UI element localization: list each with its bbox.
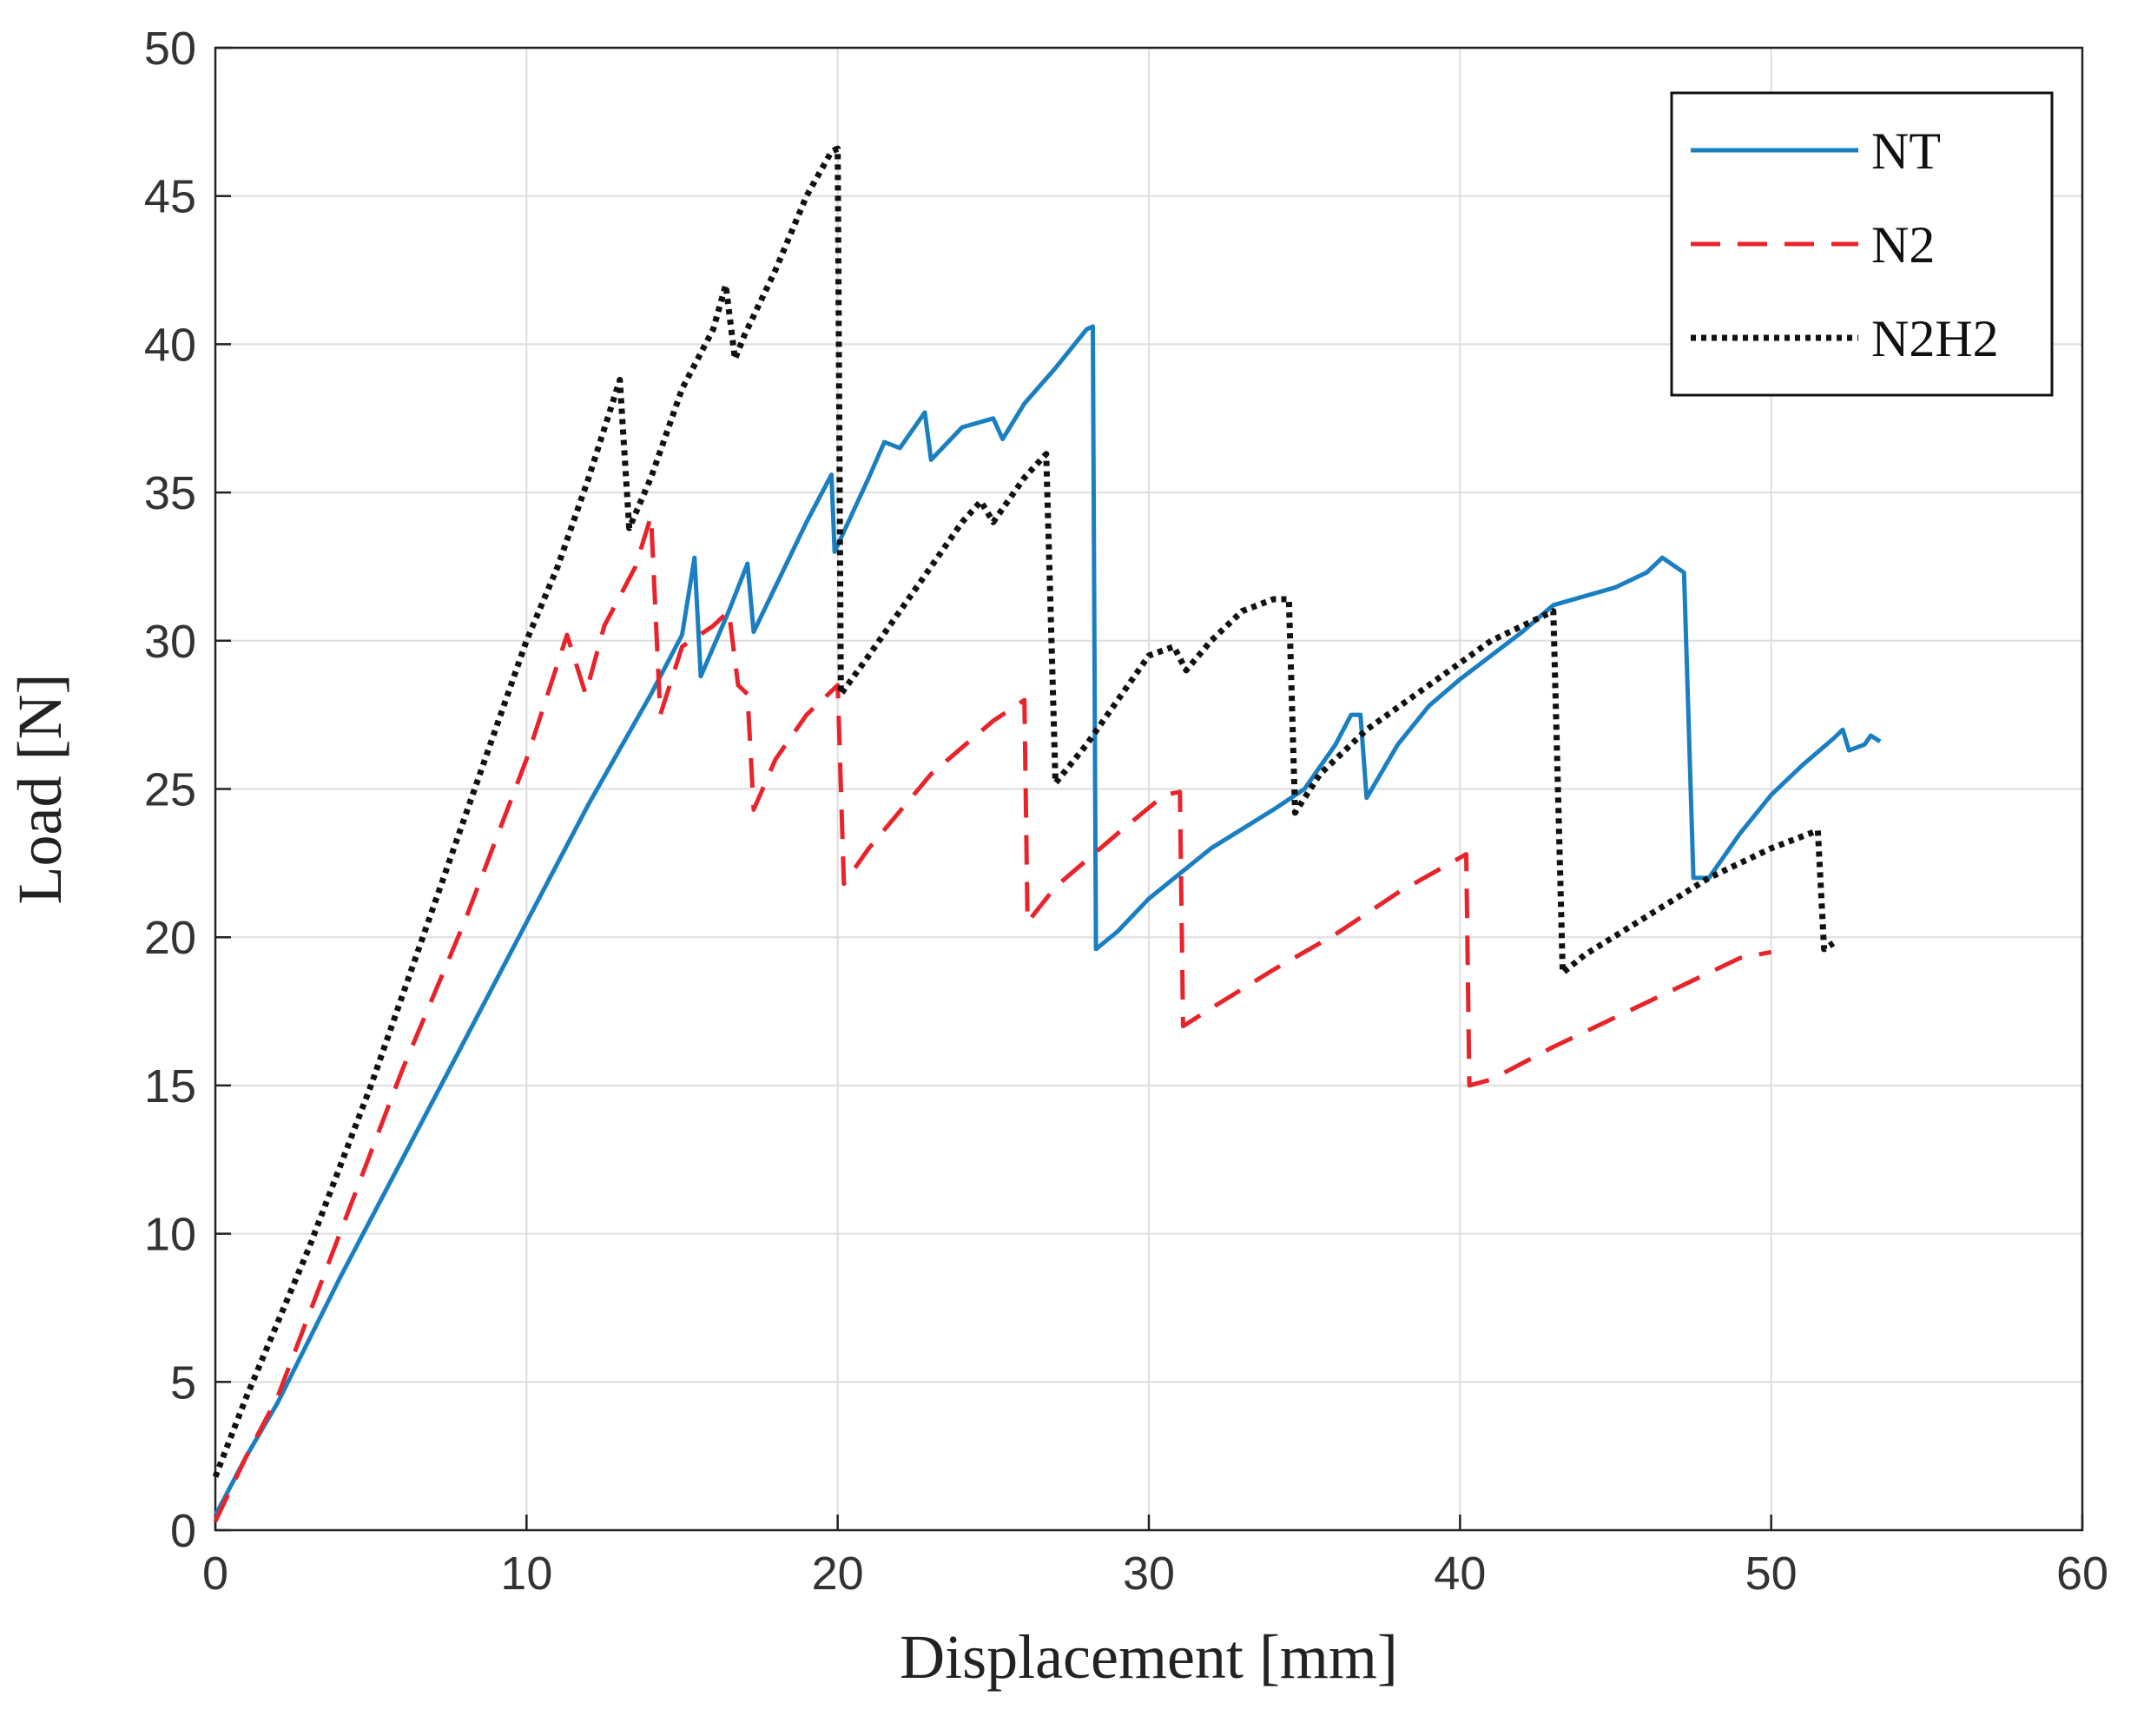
y-tick-label: 0 (170, 1505, 196, 1557)
series-line-n2 (213, 513, 1772, 1522)
series-layer (212, 145, 1882, 1522)
legend-box (1670, 91, 2054, 397)
x-tick-label: 0 (202, 1548, 228, 1600)
x-tick-label: 60 (2056, 1548, 2108, 1600)
y-tick-label: 10 (144, 1209, 196, 1261)
x-tick-label: 40 (1434, 1548, 1486, 1600)
legend-label-nt: NT (1871, 122, 1941, 180)
axis-ticks: 0 10 20 30 40 50 60 0 5 10 15 20 25 30 35 40 45 50 (144, 23, 2108, 1600)
legend-label-n2: N2 (1871, 216, 1935, 274)
series-line-nt (213, 324, 1882, 1517)
legend-label-n2h2: N2H2 (1871, 310, 1999, 367)
y-tick-label: 15 (144, 1060, 196, 1112)
x-axis-title: Displacement [mm] (900, 1622, 1398, 1692)
x-tick-label: 10 (500, 1548, 552, 1600)
y-tick-label: 30 (144, 616, 196, 668)
x-tick-label: 30 (1123, 1548, 1175, 1600)
x-tick-label: 50 (1745, 1548, 1798, 1600)
legend: NT N2 N2H2 (1670, 91, 2054, 397)
y-axis-title: Load [N] (5, 674, 75, 905)
y-tick-label: 35 (144, 467, 196, 519)
y-tick-label: 45 (144, 171, 196, 223)
y-tick-label: 25 (144, 764, 196, 816)
y-tick-label: 20 (144, 912, 196, 964)
y-tick-label: 5 (170, 1356, 196, 1409)
y-tick-label: 40 (144, 319, 196, 371)
x-tick-label: 20 (812, 1548, 864, 1600)
y-tick-label: 50 (144, 23, 196, 75)
